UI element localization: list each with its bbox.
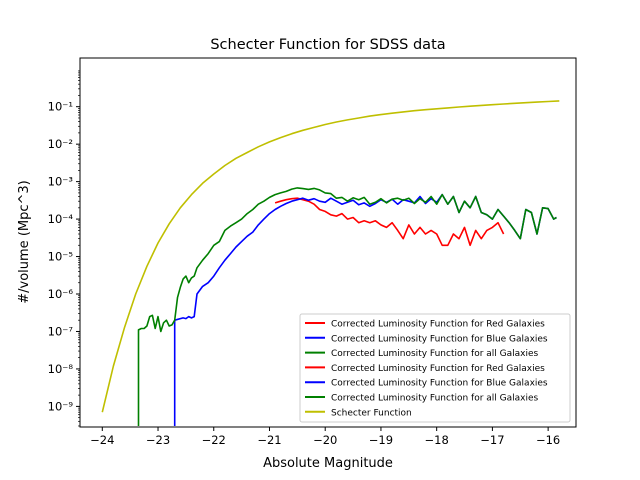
x-tick-label: −21 [257, 433, 281, 447]
y-tick-label: 10⁻⁵ [48, 250, 74, 264]
series-layer [101, 100, 560, 426]
y-tick-label: 10⁻⁷ [48, 324, 74, 338]
legend-label: Corrected Luminosity Function for Red Ga… [331, 364, 545, 374]
y-tick-label: 10⁻² [48, 137, 73, 151]
plot-area-frame [79, 57, 577, 428]
y-tick-label: 10⁻⁴ [48, 212, 74, 226]
x-tick-label: −20 [313, 433, 337, 447]
y-tick-label: 10⁻¹ [48, 100, 73, 114]
x-tick-label: −18 [425, 433, 449, 447]
legend-label: Corrected Luminosity Function for Red Ga… [331, 320, 545, 330]
x-tick-label: −23 [146, 433, 170, 447]
y-tick-label: 10⁻⁶ [48, 287, 74, 301]
x-tick-label: −22 [202, 433, 226, 447]
legend-label: Corrected Luminosity Function for all Ga… [331, 394, 539, 404]
y-tick-label: 10⁻³ [48, 175, 74, 189]
series-line-2 [137, 187, 557, 426]
legend-label: Corrected Luminosity Function for Blue G… [331, 334, 548, 344]
x-axis-label: Absolute Magnitude [263, 456, 393, 471]
x-tick-label: −19 [369, 433, 393, 447]
series-line-0 [274, 197, 505, 247]
y-tick-label: 10⁻⁹ [48, 399, 74, 413]
y-axis-label: #/volume (Mpc^3) [17, 180, 32, 304]
legend: Corrected Luminosity Function for Red Ga… [299, 313, 571, 423]
legend-box [299, 313, 571, 423]
x-tick-label: −16 [536, 433, 560, 447]
series-line-3 [101, 100, 560, 413]
y-tick-label: 10⁻⁸ [48, 362, 74, 376]
y-axis: 10⁻⁹ 10⁻⁸ 10⁻⁷ 10⁻⁶ 10⁻⁵ 10⁻⁴ 10⁻³ 10⁻² 10⁻¹ [48, 70, 80, 427]
x-tick-label: −24 [90, 433, 114, 447]
x-tick-label: −17 [480, 433, 504, 447]
legend-label: Corrected Luminosity Function for all Ga… [331, 349, 539, 359]
x-axis: −24 −23 −22 −21 −20 −19 −18 −17 −16 [90, 427, 560, 447]
legend-label: Corrected Luminosity Function for Blue G… [331, 379, 548, 389]
chart-title: Schecter Function for SDSS data [210, 37, 445, 53]
legend-label: Schecter Function [331, 408, 412, 418]
